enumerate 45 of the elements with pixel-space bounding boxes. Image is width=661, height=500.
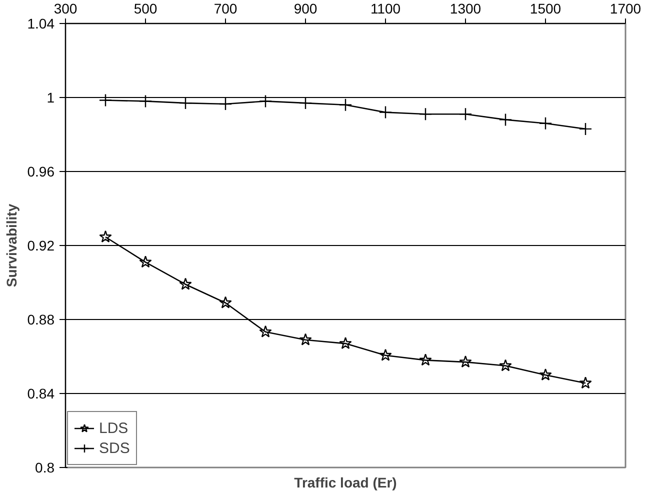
point	[339, 336, 352, 350]
point	[499, 359, 512, 372]
x-tick-label: 1700	[610, 0, 642, 16]
x-axis-title: Traffic load (Er)	[294, 474, 397, 490]
y-tick-label: 0.88	[27, 312, 55, 328]
legend-label: SDS	[99, 440, 130, 456]
legend-label: LDS	[99, 420, 128, 436]
x-tick-label: 300	[54, 0, 78, 16]
point	[219, 296, 232, 308]
point	[539, 368, 552, 380]
x-tick-label: 700	[214, 0, 238, 16]
point	[299, 333, 312, 346]
point	[338, 98, 352, 112]
x-tick-label: 900	[294, 0, 318, 16]
point	[258, 94, 272, 108]
y-tick-label: 1.04	[27, 16, 55, 32]
x-tick-label: 1500	[530, 0, 562, 16]
point	[458, 108, 472, 121]
point	[179, 278, 192, 290]
y-tick-label: 0.8	[35, 460, 55, 476]
point	[259, 325, 272, 338]
point	[379, 348, 392, 361]
point	[459, 355, 472, 368]
point	[138, 94, 152, 108]
x-tick-label: 1100	[370, 0, 401, 16]
point	[579, 376, 592, 389]
y-axis-title: Survivability	[3, 204, 20, 288]
y-tick-label: 1	[46, 90, 55, 106]
point	[298, 96, 312, 110]
point	[419, 354, 432, 366]
point	[538, 116, 552, 130]
point	[218, 97, 232, 111]
point	[498, 113, 512, 126]
y-tick-label: 0.96	[27, 164, 55, 180]
point	[378, 106, 392, 119]
y-tick-label: 0.92	[27, 238, 55, 254]
y-tick-label: 0.84	[27, 386, 55, 402]
point	[418, 108, 432, 121]
point	[99, 230, 112, 242]
x-tick-label: 1300	[450, 0, 482, 16]
x-tick-label: 500	[134, 0, 158, 16]
point	[578, 122, 592, 136]
point	[139, 256, 152, 268]
point	[178, 96, 192, 110]
point	[98, 94, 112, 107]
